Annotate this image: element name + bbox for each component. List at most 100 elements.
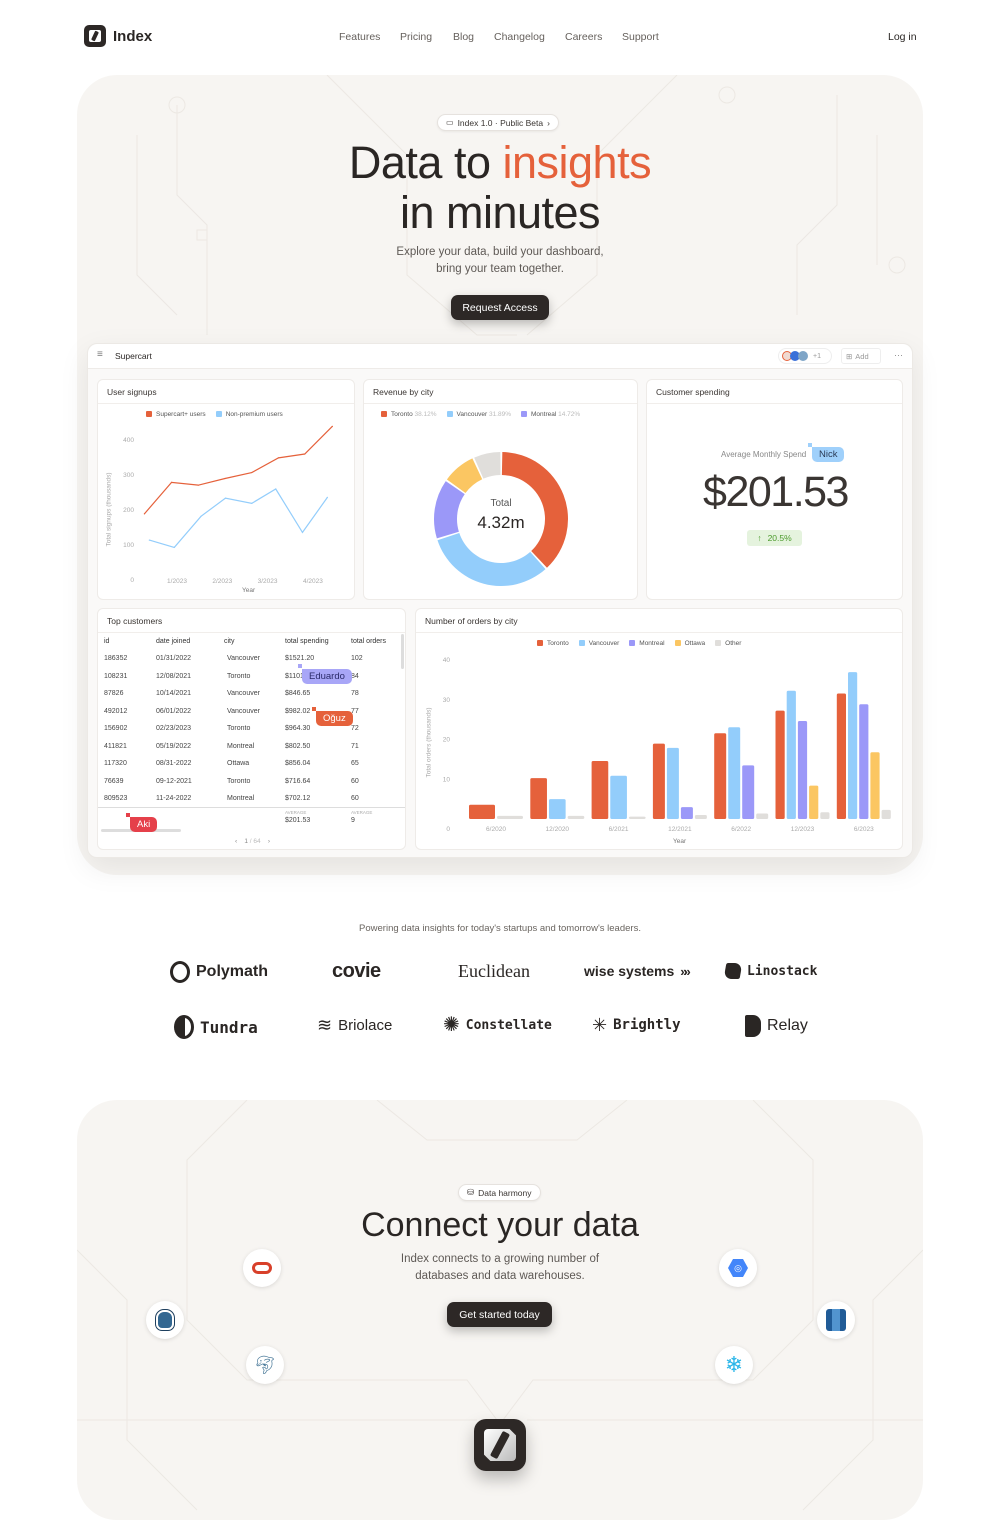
- donut-chart: [434, 452, 568, 586]
- logo-polymath: Polymath: [170, 961, 268, 983]
- next-page-button[interactable]: ›: [267, 838, 271, 845]
- x-tick-label: 12/2021: [668, 826, 692, 833]
- get-started-button[interactable]: Get started today: [447, 1302, 552, 1327]
- chart-legend: Toronto 38.12% Vancouver 31.89% Montreal…: [381, 411, 580, 418]
- release-badge-text: Index 1.0 · Public Beta: [457, 117, 544, 128]
- leaf-icon: [723, 963, 743, 979]
- table-cell: 01/31/2022: [156, 655, 192, 662]
- menu-icon[interactable]: ≡: [97, 349, 103, 360]
- legend-item[interactable]: Montreal: [629, 640, 665, 647]
- data-point: [304, 453, 306, 455]
- table-cell: $702.12: [285, 795, 311, 802]
- add-widget-icon: ⊞: [846, 351, 853, 361]
- hero-title: Data to insights in minutes: [0, 138, 1000, 238]
- table-cell: $964.30: [285, 725, 311, 732]
- donut-slice-vancouver: [437, 532, 546, 586]
- legend-item[interactable]: Vancouver: [578, 640, 619, 647]
- table-cell: 84: [351, 672, 359, 680]
- table-cell: Toronto: [227, 725, 251, 732]
- y-tick-label: 100: [123, 542, 134, 549]
- nav-careers[interactable]: Careers: [565, 31, 603, 43]
- nav-pricing[interactable]: Pricing: [400, 31, 433, 43]
- legend-item[interactable]: Ottawa: [674, 640, 705, 647]
- more-options-icon[interactable]: ···: [894, 350, 903, 360]
- x-tick-label: 6/2022: [731, 826, 751, 833]
- nav-features[interactable]: Features: [339, 31, 381, 43]
- donut-slice-montreal: [434, 481, 465, 539]
- chevrons-icon: »»: [680, 963, 691, 979]
- circuit-pattern: [77, 1100, 923, 1511]
- data-harmony-badge: ⛁ Data harmony: [458, 1184, 541, 1201]
- data-point: [224, 497, 227, 499]
- column-header[interactable]: date joined: [156, 638, 191, 645]
- cursor-eduardo: Eduardo: [302, 669, 352, 684]
- table-cell: $1521.20: [285, 655, 315, 662]
- connect-subtitle: Index connects to a growing number of da…: [0, 1251, 1000, 1285]
- table-cell: Vancouver: [227, 690, 260, 697]
- y-tick-label: 20: [443, 737, 451, 744]
- x-tick-label: 3/2023: [258, 578, 278, 585]
- column-header[interactable]: total spending: [285, 638, 329, 645]
- request-access-button[interactable]: Request Access: [451, 295, 549, 320]
- pagination: ‹ 1 / 64 ›: [234, 838, 271, 845]
- y-tick-label: 30: [443, 697, 451, 704]
- table-cell: $846.65: [285, 690, 311, 697]
- legend-item[interactable]: Toronto: [537, 640, 569, 647]
- table-cell: Toronto: [227, 672, 251, 680]
- table-scrollbar[interactable]: [401, 634, 404, 669]
- bar-vancouver: [610, 775, 627, 819]
- postgresql-icon: [146, 1301, 184, 1339]
- logos-tagline: Powering data insights for today's start…: [359, 923, 641, 934]
- card-title: User signups: [107, 387, 157, 397]
- y-tick-label: 0: [446, 826, 450, 833]
- bar-vancouver: [848, 672, 858, 819]
- bar-montreal: [797, 720, 808, 819]
- y-tick-label: 10: [443, 776, 451, 783]
- y-tick-label: 300: [123, 472, 134, 479]
- column-header[interactable]: id: [104, 638, 110, 645]
- login-link[interactable]: Log in: [888, 31, 917, 43]
- add-button[interactable]: ⊞ Add: [841, 348, 881, 364]
- x-tick-label: 12/2020: [546, 826, 570, 833]
- avatar: [798, 351, 808, 361]
- legend-item[interactable]: Montreal 14.72%: [521, 411, 580, 418]
- column-header[interactable]: city: [224, 638, 235, 645]
- cursor-oguz-pointer: [312, 707, 316, 711]
- legend-item[interactable]: Other: [715, 640, 741, 647]
- cursor-aki-pointer: [126, 813, 130, 817]
- table-cell: 156902: [104, 725, 128, 732]
- legend-item[interactable]: Vancouver 31.89%: [446, 411, 511, 418]
- column-header[interactable]: total orders: [351, 638, 387, 645]
- table-cell: 76639: [104, 777, 124, 785]
- legend-item[interactable]: Supercart+ users: [146, 411, 206, 418]
- table-cell: 05/19/2022: [156, 742, 192, 750]
- y-tick-label: 0: [130, 577, 134, 584]
- prev-page-button[interactable]: ‹: [234, 838, 238, 845]
- logo[interactable]: Index: [84, 25, 152, 47]
- user-signups-card: User signups Supercart+ users Non-premiu…: [97, 379, 355, 600]
- logo-tundra: Tundra: [174, 1015, 258, 1039]
- data-point: [173, 546, 175, 549]
- customer-spending-card: Customer spending Average Monthly Spend …: [646, 379, 903, 600]
- logo-covie: covie: [332, 960, 381, 982]
- nav-blog[interactable]: Blog: [453, 31, 475, 43]
- data-point: [251, 502, 253, 504]
- nav-support[interactable]: Support: [622, 31, 659, 43]
- current-page[interactable]: 1: [244, 838, 248, 845]
- cursor-oguz: Oğuz: [316, 711, 353, 726]
- logo-briolace: ≋ Briolace: [317, 1015, 393, 1035]
- legend-item[interactable]: Toronto 38.12%: [381, 411, 437, 418]
- release-badge[interactable]: ▭ Index 1.0 · Public Beta ›: [437, 114, 559, 131]
- bar-vancouver: [728, 727, 741, 819]
- bar-other: [756, 813, 769, 819]
- collaborator-avatars[interactable]: +1: [778, 348, 832, 364]
- legend-item[interactable]: Non-premium users: [215, 411, 283, 418]
- table-cell: 65: [351, 760, 359, 767]
- connect-title: Connect your data: [361, 1206, 639, 1244]
- redshift-icon: [817, 1301, 855, 1339]
- bar-toronto: [775, 710, 785, 819]
- logo-linostack: Linostack: [723, 963, 817, 979]
- table-cell: Ottawa: [227, 760, 250, 767]
- bar-montreal: [680, 807, 693, 819]
- nav-changelog[interactable]: Changelog: [494, 31, 545, 43]
